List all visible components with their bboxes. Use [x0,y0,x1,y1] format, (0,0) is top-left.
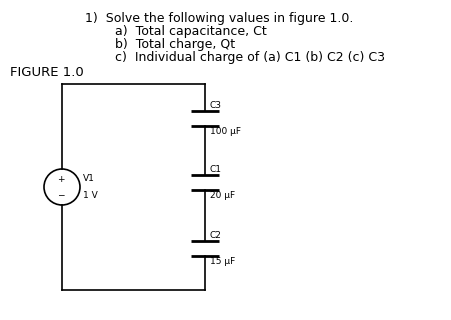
Text: 15 μF: 15 μF [210,257,235,266]
Text: 1 V: 1 V [83,191,97,200]
Text: +: + [57,175,64,184]
Text: −: − [57,190,64,199]
Text: V1: V1 [83,174,95,183]
Text: C3: C3 [210,100,221,109]
Text: C2: C2 [210,230,221,239]
Text: C1: C1 [210,164,221,173]
Text: b)  Total charge, Qt: b) Total charge, Qt [115,38,235,51]
Text: 100 μF: 100 μF [210,126,240,135]
Text: c)  Individual charge of (a) C1 (b) C2 (c) C3: c) Individual charge of (a) C1 (b) C2 (c… [115,51,384,64]
Text: 20 μF: 20 μF [210,190,235,199]
Text: a)  Total capacitance, Ct: a) Total capacitance, Ct [115,25,266,38]
Text: FIGURE 1.0: FIGURE 1.0 [10,66,83,79]
Text: 1)  Solve the following values in figure 1.0.: 1) Solve the following values in figure … [85,12,353,25]
